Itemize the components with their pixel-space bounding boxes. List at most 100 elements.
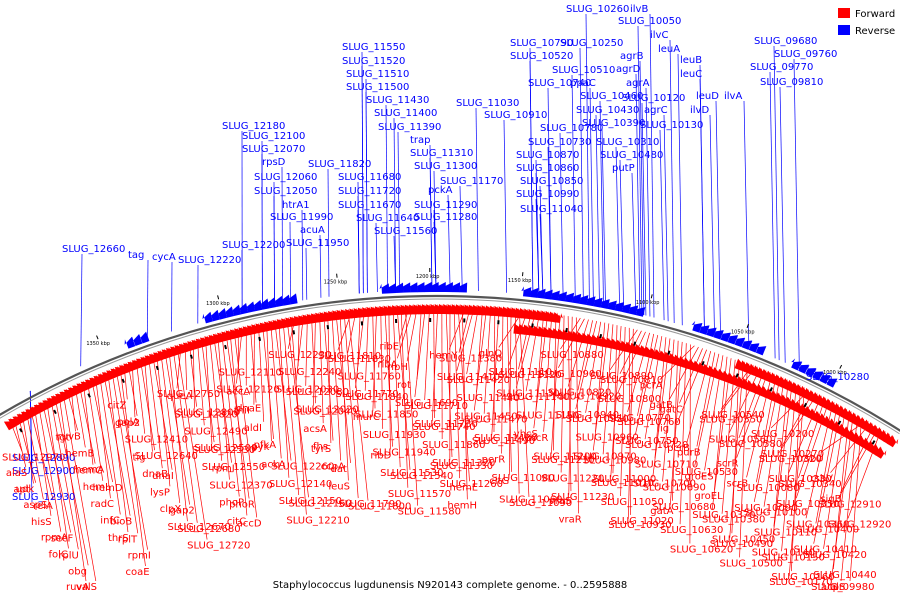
- forward-gene-label: SLUG_12040: [293, 407, 356, 418]
- forward-connector: [323, 313, 334, 441]
- reverse-gene-label: SLUG_10310: [596, 137, 659, 148]
- reverse-connector: [773, 45, 780, 361]
- gene-arrow: [386, 282, 397, 294]
- coord-mark: [292, 330, 296, 335]
- gene-arrow: [672, 354, 683, 367]
- forward-connector: [74, 386, 86, 448]
- forward-gene-label: ribE: [380, 341, 400, 352]
- reverse-connector: [769, 71, 776, 359]
- forward-connector: [557, 318, 585, 368]
- forward-gene-label: SLUG_11800: [348, 502, 411, 513]
- forward-connector: [628, 327, 631, 515]
- reverse-gene-label: cycA: [152, 252, 176, 263]
- reverse-gene-label: agrB: [620, 51, 644, 62]
- forward-gene-label: SLUG_12080: [286, 387, 349, 398]
- forward-gene-label: SLUG_11330: [430, 461, 493, 472]
- forward-connector: [493, 307, 496, 432]
- gene-arrow: [791, 358, 802, 371]
- reverse-gene-label: SLUG_10480: [600, 150, 663, 161]
- forward-gene-label: obg: [68, 566, 87, 577]
- forward-connector: [788, 389, 805, 577]
- reverse-gene-label: SLUG_11720: [338, 186, 401, 197]
- reverse-connector: [579, 47, 584, 303]
- forward-gene-label: SLUG_10200: [751, 429, 814, 440]
- forward-connector: [617, 331, 646, 393]
- forward-connector: [476, 307, 483, 393]
- forward-gene-label: SLUG_10720: [625, 440, 688, 451]
- gene-arrow: [698, 323, 710, 335]
- reverse-gene-label: SLUG_11310: [410, 148, 473, 159]
- forward-connector: [13, 417, 27, 468]
- reverse-gene-label: SLUG_11560: [374, 226, 437, 237]
- forward-connector: [384, 307, 393, 447]
- gene-arrow: [807, 408, 819, 421]
- forward-gene-label: coaE: [125, 567, 149, 578]
- forward-gene-label: hemD: [93, 483, 123, 494]
- forward-gene-label: SLUG_11200: [533, 451, 596, 462]
- forward-gene-label: SLUG_12910: [818, 500, 881, 511]
- forward-gene-label: SLUG_10980: [583, 455, 646, 466]
- forward-connector: [262, 323, 274, 440]
- reverse-gene-label: ilvC: [650, 30, 668, 41]
- forward-gene-label: SLUG_11220: [541, 474, 604, 485]
- gene-arrow: [578, 293, 589, 305]
- reverse-gene-label: SLUG_11990: [270, 212, 333, 223]
- gene-arrow: [734, 335, 746, 348]
- reverse-gene-label: htrA1: [282, 200, 310, 211]
- reverse-gene-label: SLUG_11170: [440, 176, 503, 187]
- forward-connector: [676, 349, 707, 423]
- gene-arrow: [827, 400, 839, 413]
- forward-gene-label: SLUG_10360: [786, 519, 849, 530]
- gene-arrow: [576, 331, 586, 343]
- kbp-tick: [96, 335, 99, 340]
- forward-gene-label: SLUG_12970: [2, 452, 65, 463]
- reverse-connector: [601, 127, 606, 307]
- forward-gene-label: SLUG_11010: [591, 478, 654, 489]
- forward-gene-label: SLUG_11120: [498, 370, 561, 381]
- reverse-connector: [715, 100, 721, 338]
- forward-gene-label: ribH: [387, 362, 408, 373]
- reverse-gene-label: SLUG_09680: [754, 36, 817, 47]
- gene-arrow: [393, 282, 404, 293]
- forward-gene-label: tig: [132, 453, 145, 464]
- forward-gene-label: perR: [482, 455, 506, 466]
- forward-gene-label: SLUG_10490: [710, 539, 773, 550]
- forward-connector: [506, 308, 512, 472]
- forward-gene-label: scrB: [727, 478, 749, 489]
- gene-arrow: [556, 290, 567, 302]
- forward-gene-label: SLUG_10880: [540, 350, 603, 361]
- forward-connector: [414, 306, 426, 398]
- forward-connector: [567, 316, 572, 492]
- forward-gene-label: SLUG_11320: [432, 458, 495, 469]
- forward-gene-label: ackA: [261, 459, 285, 470]
- forward-gene-label: gap2: [170, 506, 195, 517]
- forward-connector: [335, 311, 351, 464]
- reverse-gene-label: SLUG_10860: [516, 163, 579, 174]
- reverse-gene-label: SLUG_11290: [414, 200, 477, 211]
- gene-arrow: [429, 282, 439, 293]
- genome-title: Staphylococcus lugdunensis N920143 compl…: [273, 580, 628, 591]
- forward-connector: [575, 317, 579, 514]
- reverse-gene-label: leuB: [680, 55, 702, 66]
- reverse-gene-label: ilvA: [724, 91, 742, 102]
- forward-gene-label: fhs: [313, 442, 328, 453]
- reverse-gene-label: SLUG_11030: [456, 98, 519, 109]
- reverse-gene-label: agrD: [616, 64, 641, 75]
- gene-arrow: [712, 327, 724, 340]
- forward-gene-label: SLUG_11410: [437, 372, 500, 383]
- forward-gene-label: SLUG_11760: [338, 371, 401, 382]
- forward-gene-label: rplT: [118, 534, 138, 545]
- gene-arrow: [633, 343, 644, 356]
- reverse-gene-label: leuA: [658, 44, 680, 55]
- forward-gene-label: SLUG_10320: [759, 454, 822, 465]
- reverse-connector: [743, 100, 750, 348]
- forward-connector: [577, 320, 593, 391]
- forward-gene-label: SLUG_09980: [811, 582, 874, 593]
- gene-arrow: [648, 347, 659, 360]
- reverse-gene-label: SLUG_11820: [308, 159, 371, 170]
- forward-connector: [431, 305, 439, 422]
- reverse-connector: [393, 117, 396, 291]
- forward-gene-label: SLUG_10810: [600, 375, 663, 386]
